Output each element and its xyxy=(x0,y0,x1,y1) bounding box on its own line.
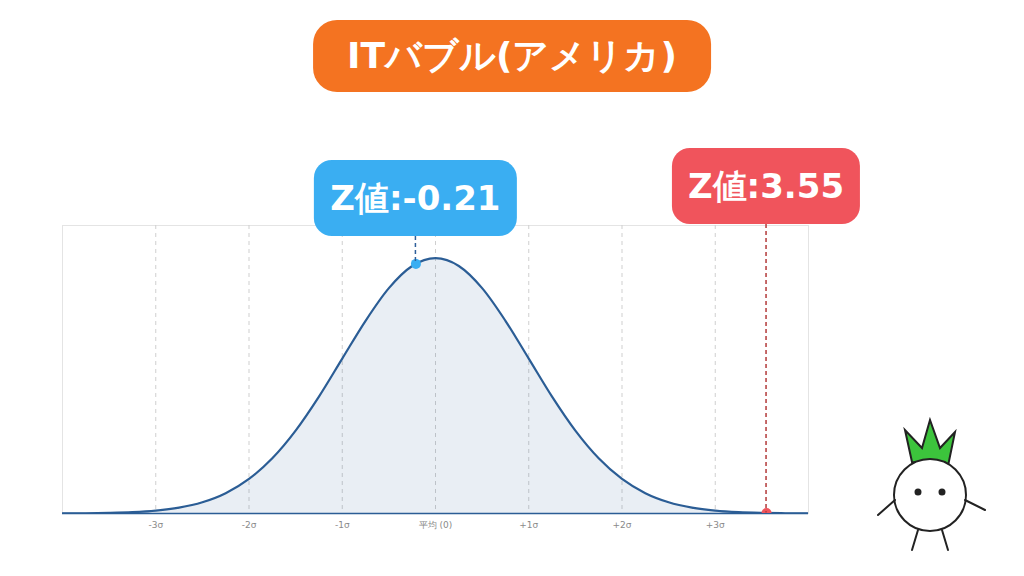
svg-text:平均 (0): 平均 (0) xyxy=(419,520,453,530)
svg-text:-1σ: -1σ xyxy=(335,520,350,530)
svg-text:-2σ: -2σ xyxy=(242,520,257,530)
svg-text:-3σ: -3σ xyxy=(148,520,163,530)
html-text:Z値:3.55: Z値:3.55 xyxy=(688,166,845,206)
svg-text:+2σ: +2σ xyxy=(613,520,632,530)
svg-text:+3σ: +3σ xyxy=(706,520,725,530)
svg-text:+1σ: +1σ xyxy=(519,520,538,530)
html-text:ITバブル(アメリカ): ITバブル(アメリカ) xyxy=(347,35,677,76)
html-text:Z値:-0.21: Z値:-0.21 xyxy=(330,178,501,218)
